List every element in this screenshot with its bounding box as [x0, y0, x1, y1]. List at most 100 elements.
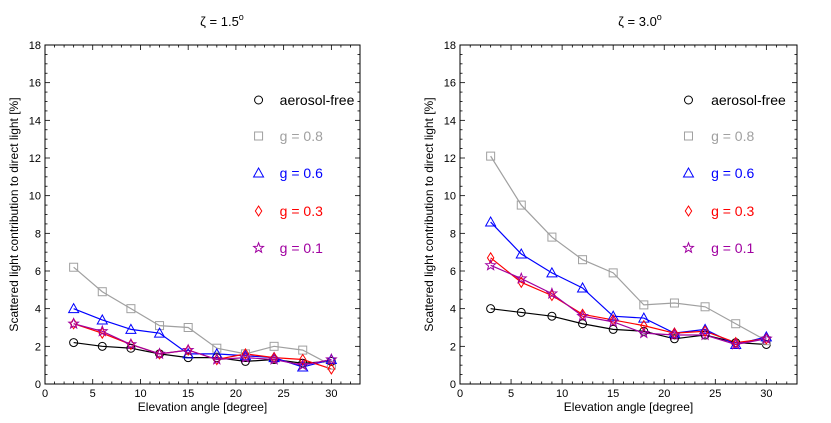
data-point [729, 337, 743, 350]
data-point [547, 232, 557, 242]
series-circle [73, 341, 332, 364]
legend-marker [252, 166, 265, 178]
x-tick-label: 20 [658, 388, 670, 400]
data-point [668, 328, 681, 341]
data-point [546, 266, 558, 278]
legend-marker [684, 205, 693, 217]
y-tick-label: 16 [29, 78, 41, 90]
panel-title: ζ = 1.5o [200, 12, 244, 29]
data-point [516, 200, 526, 210]
title-degree: o [239, 12, 244, 22]
title-degree: o [657, 12, 662, 22]
data-point [486, 251, 495, 264]
series-diamond [490, 257, 767, 344]
legend-label: g = 0.3 [711, 203, 754, 219]
data-point [267, 352, 281, 365]
data-point [669, 298, 679, 308]
y-tick-label: 18 [29, 40, 41, 52]
y-tick-label: 10 [29, 191, 41, 203]
data-point [241, 347, 250, 360]
y-tick-label: 12 [29, 153, 41, 165]
data-point [514, 271, 528, 284]
x-tick-label: 15 [607, 388, 619, 400]
data-point [239, 351, 252, 363]
data-point [701, 325, 709, 338]
data-point [516, 307, 526, 317]
x-tick-label: 25 [709, 388, 721, 400]
series-line [490, 264, 767, 346]
data-point [181, 343, 195, 356]
series-circle [490, 308, 767, 346]
series-line [490, 155, 767, 342]
data-point [327, 363, 336, 375]
series-line [73, 266, 332, 366]
legend-marker [682, 166, 695, 178]
data-point [637, 326, 651, 339]
data-point [124, 337, 138, 350]
title-value: = 1.5 [206, 14, 239, 29]
data-point [126, 343, 136, 353]
y-tick-label: 2 [450, 341, 456, 353]
y-tick-label: 18 [444, 40, 456, 52]
data-point [640, 319, 648, 332]
legend: aerosol-free g = 0.8 g = 0.6 g = 0.3 g = 0.1 [252, 92, 355, 256]
y-tick-label: 8 [450, 228, 456, 240]
data-point [97, 341, 107, 351]
title-symbol: ζ [200, 14, 206, 29]
data-point [155, 321, 165, 331]
data-point [296, 358, 310, 371]
title-symbol: ζ [618, 14, 624, 29]
data-point [210, 347, 223, 359]
data-point [576, 309, 589, 322]
legend-marker [254, 131, 264, 141]
series-markers-diamond [486, 251, 771, 349]
series-markers-circle [69, 338, 336, 368]
data-point [67, 302, 80, 314]
chart-panel-2: ζ = 3.0o 0 5 10 15 20 25 30 0 2 4 6 8 10 12 14 16 18 Eleva… [422, 12, 798, 414]
x-axis-label: Elevation angle [degree] [564, 400, 693, 414]
y-tick-label: 4 [35, 304, 41, 316]
x-tick-label: 25 [278, 388, 290, 400]
y-tick-label: 2 [35, 341, 41, 353]
data-point [545, 286, 559, 299]
data-point [486, 304, 496, 314]
legend-marker [254, 205, 263, 217]
data-point [96, 313, 109, 325]
data-point [95, 324, 109, 337]
y-tick-label: 12 [444, 153, 456, 165]
data-point [270, 351, 278, 364]
y-axis-label: Scattered light contribution to direct l… [7, 97, 21, 331]
series-markers-star [484, 258, 773, 350]
legend-marker [682, 241, 695, 254]
y-tick-label: 6 [35, 266, 41, 278]
data-point [578, 308, 587, 321]
data-point [298, 353, 307, 366]
data-point [486, 151, 496, 161]
y-tick-label: 8 [35, 228, 41, 240]
x-tick-label: 30 [760, 388, 772, 400]
legend-label: g = 0.8 [280, 128, 323, 144]
series-line [73, 341, 332, 364]
legend-marker [683, 131, 693, 141]
data-point [606, 315, 620, 328]
data-point [760, 332, 773, 345]
legend: aerosol-free g = 0.8 g = 0.6 g = 0.3 g = 0.1 [682, 92, 786, 256]
y-tick-label: 0 [35, 379, 41, 391]
data-point [69, 338, 79, 348]
legend-label: g = 0.1 [711, 240, 754, 256]
data-point [607, 310, 620, 321]
data-point [97, 287, 107, 297]
data-point [700, 302, 710, 312]
legend-label: g = 0.3 [280, 203, 323, 219]
x-tick-label: 20 [230, 388, 242, 400]
legend-label: g = 0.1 [280, 240, 323, 256]
series-markers-square [69, 262, 336, 370]
data-point [637, 312, 650, 323]
y-tick-label: 14 [444, 115, 456, 127]
series-square [73, 266, 332, 366]
x-axis-label: Elevation angle [degree] [138, 400, 267, 414]
data-point [269, 341, 279, 351]
series-square [490, 155, 767, 342]
